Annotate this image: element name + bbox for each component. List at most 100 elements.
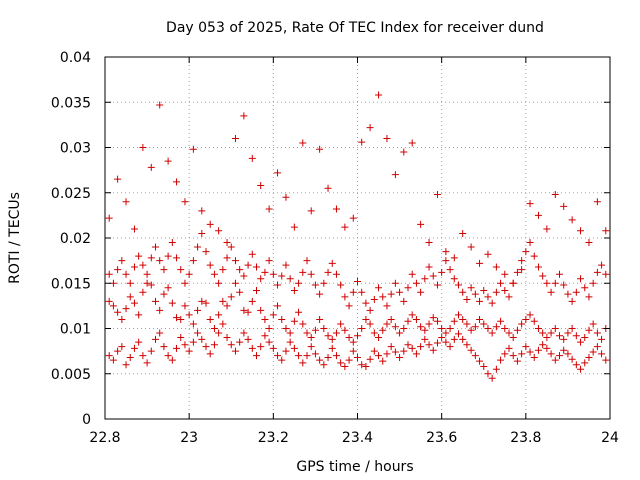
data-point [577,365,585,373]
data-point [139,288,147,296]
x-tick-label: 23.6 [426,430,457,446]
x-tick-label: 23.8 [510,430,541,446]
data-point [421,275,429,283]
data-point [299,359,307,367]
data-point [122,305,130,313]
data-point [135,252,143,260]
data-point [152,297,159,305]
data-point [467,326,475,334]
data-point [109,356,117,364]
data-point [248,250,256,258]
data-point [438,268,446,276]
data-point [501,325,509,332]
data-point [240,112,248,120]
data-point [156,306,164,314]
data-point [253,352,260,360]
data-point [534,263,542,271]
data-point [215,311,223,319]
data-point [564,290,572,298]
data-point [265,325,273,332]
data-point [299,139,307,147]
data-point [589,348,597,356]
data-point [417,323,425,331]
data-point [556,332,563,340]
y-tick-label: 0.01 [60,322,91,338]
data-point [341,363,349,371]
data-point [543,225,551,233]
data-point [248,344,256,352]
data-point [177,315,185,323]
data-point [391,323,399,331]
data-point [185,311,193,319]
data-point [518,257,526,265]
data-point [543,279,551,287]
data-point [450,317,458,325]
data-point [240,306,248,314]
data-point [589,320,597,328]
data-point [358,361,366,369]
data-point [568,216,576,224]
data-point [526,348,534,356]
data-point [530,317,538,325]
data-point [513,268,521,276]
data-point [307,343,315,351]
data-point [370,329,378,337]
y-axis-label: ROTI / TECUs [7,192,23,284]
data-point [433,191,441,199]
data-point [236,266,244,274]
data-point [362,299,370,307]
data-point [383,302,391,310]
data-point [316,315,324,323]
data-point [442,248,450,256]
data-point [455,311,462,319]
data-point [577,227,585,235]
data-point [210,270,218,278]
data-point [173,178,181,186]
data-point [168,239,176,247]
data-point [126,293,134,301]
data-point [324,353,332,361]
y-tick-label: 0.03 [60,141,91,157]
data-point [198,297,206,305]
data-point [244,335,252,343]
data-point [236,338,244,346]
data-point [593,343,601,351]
data-point [122,361,130,369]
data-point [139,144,147,151]
data-point [593,268,601,276]
data-point [130,344,138,352]
data-point [295,352,303,360]
data-point [581,334,589,342]
data-point [450,335,458,343]
data-point [286,329,294,337]
data-point [143,270,151,278]
data-point [185,270,193,278]
data-point [324,332,332,340]
data-point [593,198,601,206]
data-point [118,257,126,265]
data-point [269,270,277,278]
data-point [362,363,370,371]
data-point [463,320,471,328]
data-point [404,341,412,349]
data-point [354,277,361,285]
data-point [581,284,589,292]
grid-lines [105,57,610,419]
data-point [328,259,336,267]
data-point [501,350,509,358]
data-point [484,370,492,378]
data-point [290,344,298,352]
data-point [118,343,126,351]
y-tick-labels: 0 0.005 0.01 0.015 0.02 0.025 0.03 0.035 0.04 [51,50,91,428]
data-point [240,272,248,280]
data-point [269,344,277,352]
data-point [408,344,416,352]
data-point [362,315,370,323]
data-point [349,338,357,346]
data-point [526,239,534,247]
data-point [480,363,488,371]
data-point [598,335,606,343]
data-point [261,268,269,276]
data-point [585,353,593,361]
